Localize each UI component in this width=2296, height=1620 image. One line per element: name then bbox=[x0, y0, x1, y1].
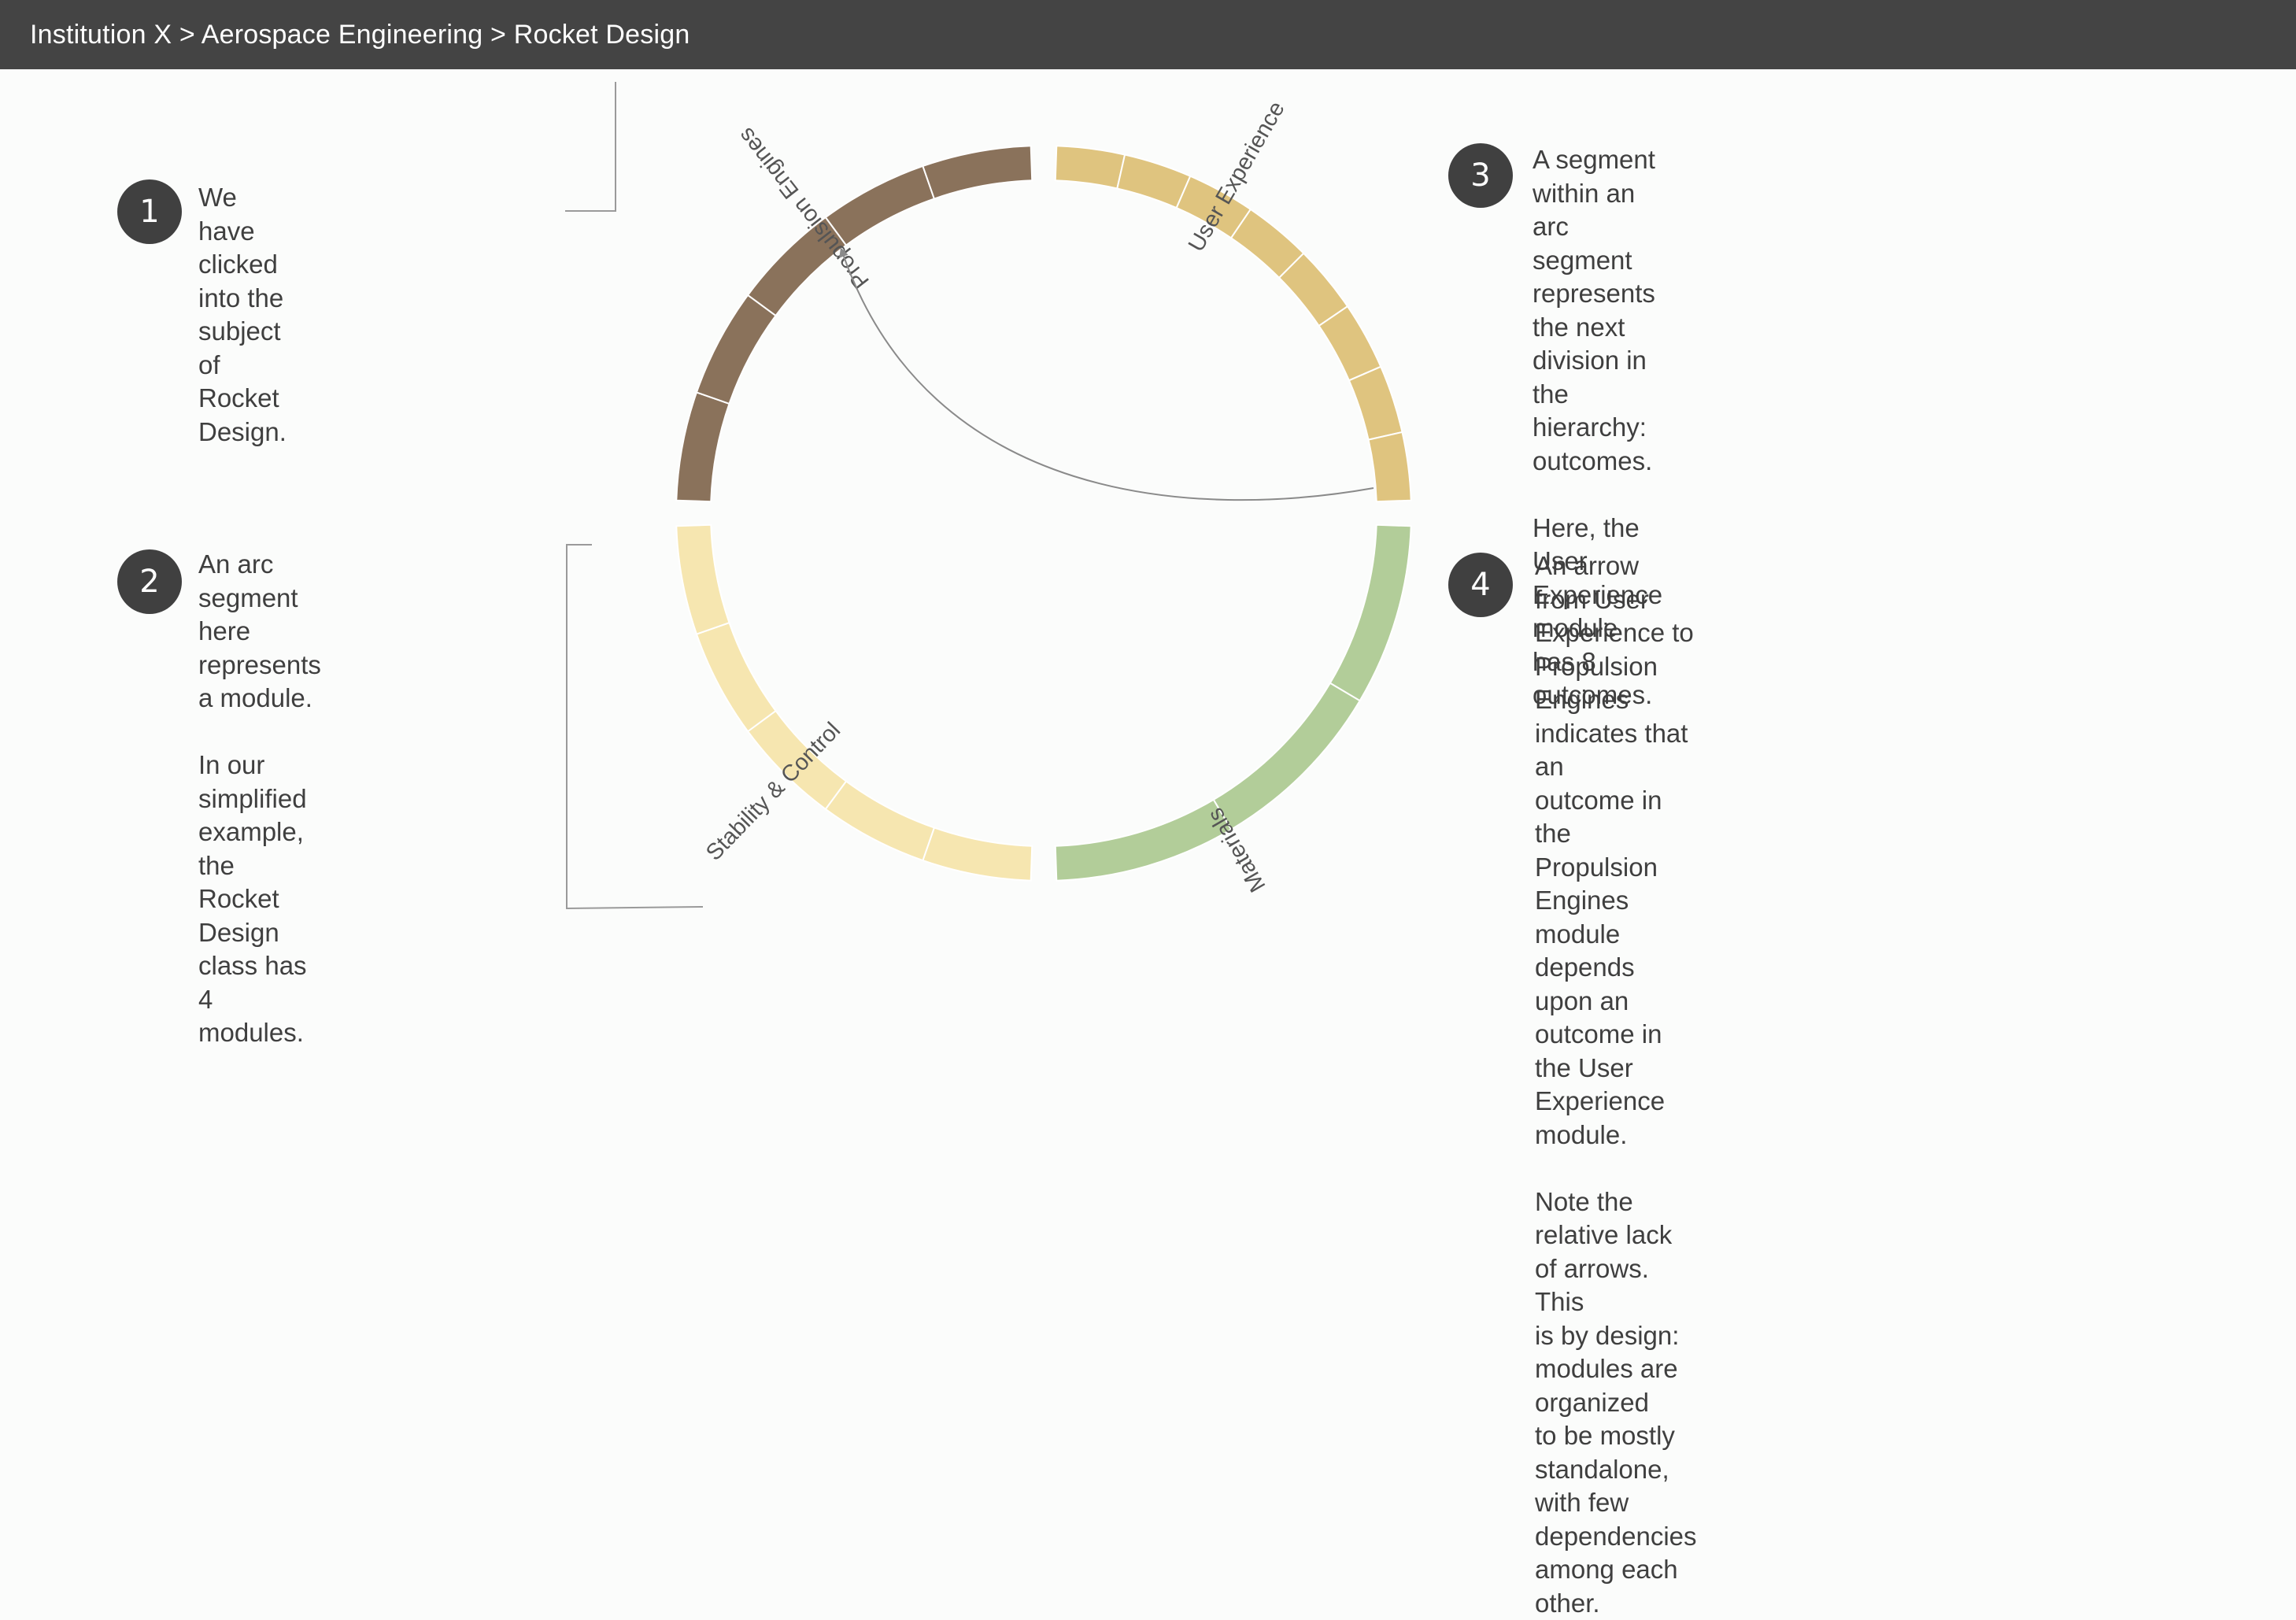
callout-badge: 2 bbox=[117, 549, 182, 614]
dependency-arrow[interactable] bbox=[839, 247, 1374, 501]
outcome-segment-user-experience[interactable] bbox=[1348, 365, 1403, 441]
callout-text: We have clicked into the subject of Rock… bbox=[198, 183, 287, 446]
outcome-segment-materials[interactable] bbox=[1329, 523, 1412, 702]
outcome-segment-propulsion-engines[interactable] bbox=[824, 165, 936, 246]
outcome-segment-materials[interactable] bbox=[1212, 682, 1362, 831]
callout-text: An arrow from User Experience to Propuls… bbox=[1535, 551, 1697, 1618]
outcome-segment-stability-control[interactable] bbox=[922, 827, 1033, 882]
outcome-segment-propulsion-engines[interactable] bbox=[922, 145, 1033, 200]
outcome-segment-propulsion-engines[interactable] bbox=[675, 391, 730, 503]
callout-text: An arc segment here represents a module.… bbox=[198, 549, 321, 1047]
arc-segments bbox=[675, 145, 1412, 882]
callout-badge: 3 bbox=[1448, 143, 1513, 208]
outcome-segment-materials[interactable] bbox=[1054, 798, 1233, 882]
top-bar: Institution X > Aerospace Engineering > … bbox=[0, 0, 2296, 69]
outcome-segment-stability-control[interactable] bbox=[675, 523, 730, 635]
outcome-segment-user-experience[interactable] bbox=[1054, 145, 1126, 190]
callout-text: A segment within an arc segment represen… bbox=[1533, 145, 1663, 709]
bracket-callout-1 bbox=[565, 82, 616, 212]
outcome-segment-stability-control[interactable] bbox=[695, 621, 777, 733]
callout-badge: 1 bbox=[117, 179, 182, 244]
bracket-callout-2 bbox=[566, 544, 704, 910]
breadcrumb[interactable]: Institution X > Aerospace Engineering > … bbox=[30, 19, 690, 50]
outcome-segment-propulsion-engines[interactable] bbox=[695, 294, 777, 405]
outcome-segment-user-experience[interactable] bbox=[1367, 431, 1412, 503]
outcome-segment-stability-control[interactable] bbox=[824, 780, 936, 862]
callout-badge: 4 bbox=[1448, 553, 1513, 617]
